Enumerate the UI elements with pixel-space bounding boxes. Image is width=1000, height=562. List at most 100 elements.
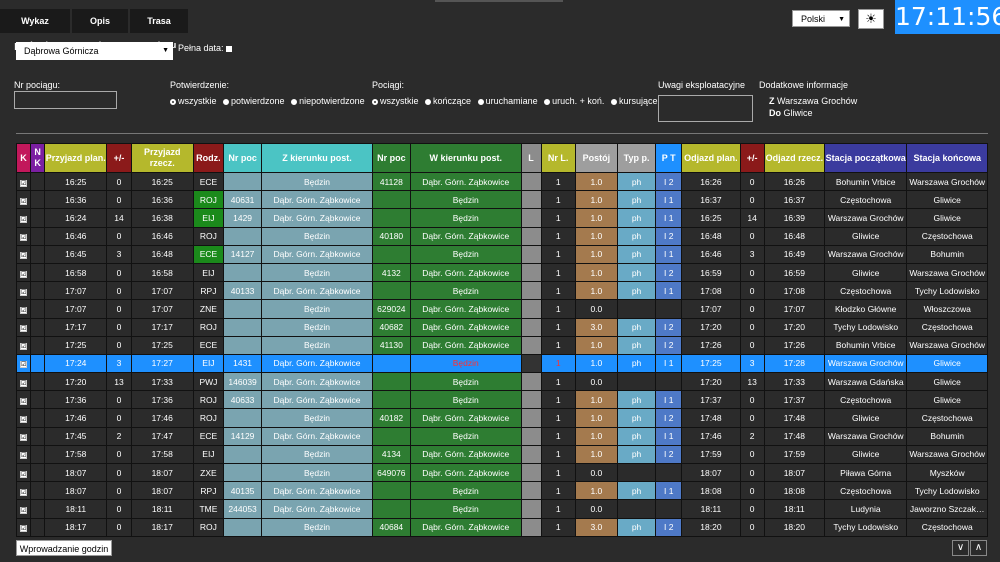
col-type-header[interactable]: Rodz. — [192, 143, 225, 173]
row-checkbox-cell[interactable]: ☑ — [15, 517, 32, 537]
trains-option-start-end[interactable]: uruch. + koń. — [544, 96, 604, 106]
full-date-checkbox[interactable] — [226, 45, 233, 52]
row-checkbox[interactable]: ☑ — [20, 252, 28, 260]
row-checkbox-cell[interactable]: ☑ — [15, 390, 32, 410]
table-row[interactable]: ☑ 17:36 0 17:36 ROJ 40633 Dąbr. Górn. Ząbkowic… — [15, 390, 988, 410]
col-departure-plan-header[interactable]: Odjazd plan. — [681, 143, 741, 173]
train-number-input[interactable] — [14, 91, 117, 109]
row-checkbox[interactable]: ☑ — [20, 379, 28, 387]
row-checkbox[interactable]: ☑ — [20, 525, 28, 533]
col-arrival-actual-header[interactable]: Przyjazd rzecz. — [130, 143, 194, 173]
row-checkbox-cell[interactable]: ☑ — [15, 190, 32, 210]
col-arrival-delay-header[interactable]: +/- — [106, 143, 132, 173]
table-row[interactable]: ☑ 16:36 0 16:36 ROJ 40631 Dąbr. Górn. Ząbkowic… — [15, 190, 988, 210]
row-checkbox-cell[interactable]: ☑ — [15, 353, 32, 374]
col-arrival-plan-header[interactable]: Przyjazd plan. — [44, 143, 108, 173]
arrival-actual-cell: 18:11 — [130, 499, 194, 519]
table-row[interactable]: ☑ 16:45 3 16:48 ECE 14127 Dąbr. Górn. Ząbkowic… — [15, 244, 988, 264]
row-checkbox-cell[interactable]: ☑ — [15, 208, 32, 228]
tab-train-route[interactable]: Trasa pociągu — [130, 9, 188, 50]
col-stop-header[interactable]: Postój — [574, 143, 618, 173]
scroll-down-button[interactable]: ∨ — [952, 540, 969, 556]
col-k-header[interactable]: K — [15, 143, 32, 173]
row-checkbox[interactable]: ☑ — [20, 397, 28, 405]
row-checkbox[interactable]: ☑ — [20, 179, 28, 187]
table-row[interactable]: ☑ 17:45 2 17:47 ECE 14129 Dąbr. Górn. Ząbkowic… — [15, 426, 988, 446]
row-checkbox[interactable]: ☑ — [20, 488, 28, 496]
theme-toggle-button[interactable]: ☀ — [858, 9, 884, 29]
station-select[interactable]: Dąbrowa Górnicza ▼ — [16, 42, 173, 60]
table-row[interactable]: ☑ 18:17 0 18:17 ROJ Będzin 40684 Dąbr. Górn. Zą… — [15, 517, 988, 537]
trains-option-all[interactable]: wszystkie — [372, 96, 419, 106]
table-row[interactable]: ☑ 17:20 13 17:33 PWJ 146039 Dąbr. Górn. Ząbkow… — [15, 372, 988, 392]
col-from-train-nr-header[interactable]: Nr poc — [222, 143, 263, 173]
row-checkbox-cell[interactable]: ☑ — [15, 499, 32, 519]
row-checkbox-cell[interactable]: ☑ — [15, 408, 32, 428]
row-checkbox[interactable]: ☑ — [20, 270, 28, 278]
row-checkbox-cell[interactable]: ☑ — [15, 335, 32, 355]
row-checkbox[interactable]: ☑ — [20, 325, 28, 333]
row-checkbox-cell[interactable]: ☑ — [15, 481, 32, 501]
row-checkbox[interactable]: ☑ — [20, 288, 28, 296]
row-checkbox[interactable]: ☑ — [20, 470, 28, 478]
confirmation-option-all[interactable]: wszystkie — [170, 96, 217, 106]
row-checkbox[interactable]: ☑ — [20, 215, 28, 223]
row-checkbox[interactable]: ☑ — [20, 306, 28, 314]
row-checkbox[interactable]: ☑ — [20, 361, 28, 369]
confirmation-option-unconfirmed[interactable]: niepotwierdzone — [291, 96, 365, 106]
table-row[interactable]: ☑ 18:07 0 18:07 RPJ 40135 Dąbr. Górn. Ząbkowic… — [15, 481, 988, 501]
col-to-station-header[interactable]: W kierunku post. — [409, 143, 522, 173]
table-row[interactable]: ☑ 17:46 0 17:46 ROJ Będzin 40182 Dąbr. Górn. Zą… — [15, 408, 988, 428]
col-start-station-header[interactable]: Stacja początkowa — [823, 143, 908, 173]
tab-train-list[interactable]: Wykaz pociągów — [0, 9, 70, 50]
row-checkbox[interactable]: ☑ — [20, 506, 28, 514]
table-row[interactable]: ☑ 18:11 0 18:11 TME 244053 Dąbr. Górn. Ząbkowi… — [15, 499, 988, 519]
row-checkbox[interactable]: ☑ — [20, 197, 28, 205]
table-row[interactable]: ☑ 17:17 0 17:17 ROJ Będzin 40682 Dąbr. Górn. Zą… — [15, 317, 988, 337]
col-from-station-header[interactable]: Z kierunku post. — [261, 143, 373, 173]
table-row[interactable]: ☑ 17:07 0 17:07 RPJ 40133 Dąbr. Górn. Ząbkowic… — [15, 281, 988, 301]
row-checkbox[interactable]: ☑ — [20, 416, 28, 424]
row-checkbox-cell[interactable]: ☑ — [15, 426, 32, 446]
row-checkbox-cell[interactable]: ☑ — [15, 444, 32, 465]
tab-train-description[interactable]: Opis pociągu — [72, 9, 128, 50]
table-row[interactable]: ☑ 16:24 14 16:38 EIJ 1429 Dąbr. Górn. Ząbkowic… — [15, 208, 988, 228]
row-checkbox-cell[interactable]: ☑ — [15, 317, 32, 337]
col-l-header[interactable]: L — [520, 143, 542, 173]
table-row[interactable]: ☑ 16:25 0 16:25 ECE Będzin 41128 Dąbr. Górn. Zą… — [15, 171, 988, 192]
col-end-station-header[interactable]: Stacja końcowa — [906, 143, 988, 173]
row-checkbox-cell[interactable]: ☑ — [15, 226, 32, 246]
row-checkbox-cell[interactable]: ☑ — [15, 281, 32, 301]
col-to-train-nr-header[interactable]: Nr poc — [371, 143, 411, 173]
table-row[interactable]: ☑ 16:58 0 16:58 EIJ Będzin 4132 Dąbr. Górn. Ząb… — [15, 262, 988, 283]
confirmation-option-confirmed[interactable]: potwierdzone — [223, 96, 285, 106]
row-checkbox[interactable]: ☑ — [20, 452, 28, 460]
scroll-up-button[interactable]: ∧ — [970, 540, 987, 556]
col-nk-header[interactable]: N K — [30, 143, 46, 173]
col-departure-delay-header[interactable]: +/- — [739, 143, 765, 173]
table-row[interactable]: ☑ 17:24 3 17:27 EIJ 1431 Dąbr. Górn. Ząbkowice… — [15, 353, 988, 374]
row-checkbox-cell[interactable]: ☑ — [15, 462, 32, 483]
row-checkbox-cell[interactable]: ☑ — [15, 372, 32, 392]
table-row[interactable]: ☑ 17:58 0 17:58 EIJ Będzin 4134 Dąbr. Górn. Ząb… — [15, 444, 988, 465]
col-departure-actual-header[interactable]: Odjazd rzecz. — [763, 143, 825, 173]
trains-option-running[interactable]: kursujące — [610, 96, 657, 106]
trains-option-starting[interactable]: uruchamiane — [477, 96, 538, 106]
col-stop-type-header[interactable]: Typ p. — [616, 143, 657, 173]
col-platform-track-header[interactable]: P T — [655, 143, 683, 173]
row-checkbox[interactable]: ☑ — [20, 434, 28, 442]
language-select[interactable]: Polski ▼ — [792, 10, 850, 27]
table-row[interactable]: ☑ 17:07 0 17:07 ZNE Będzin 629024 Dąbr. Górn. Z… — [15, 299, 988, 319]
row-checkbox-cell[interactable]: ☑ — [15, 299, 32, 319]
enter-times-button[interactable]: Wprowadzanie godzin — [16, 540, 112, 556]
table-row[interactable]: ☑ 17:25 0 17:25 ECE Będzin 41130 Dąbr. Górn. Zą… — [15, 335, 988, 355]
row-checkbox[interactable]: ☑ — [20, 234, 28, 242]
table-row[interactable]: ☑ 16:46 0 16:46 ROJ Będzin 40180 Dąbr. Górn. Zą… — [15, 226, 988, 246]
col-loco-nr-header[interactable]: Nr L. — [540, 143, 576, 173]
row-checkbox-cell[interactable]: ☑ — [15, 171, 32, 192]
row-checkbox[interactable]: ☑ — [20, 343, 28, 351]
table-row[interactable]: ☑ 18:07 0 18:07 ZXE Będzin 649076 Dąbr. Górn. Z… — [15, 462, 988, 483]
trains-option-ending[interactable]: kończące — [425, 96, 471, 106]
row-checkbox-cell[interactable]: ☑ — [15, 244, 32, 264]
row-checkbox-cell[interactable]: ☑ — [15, 262, 32, 283]
